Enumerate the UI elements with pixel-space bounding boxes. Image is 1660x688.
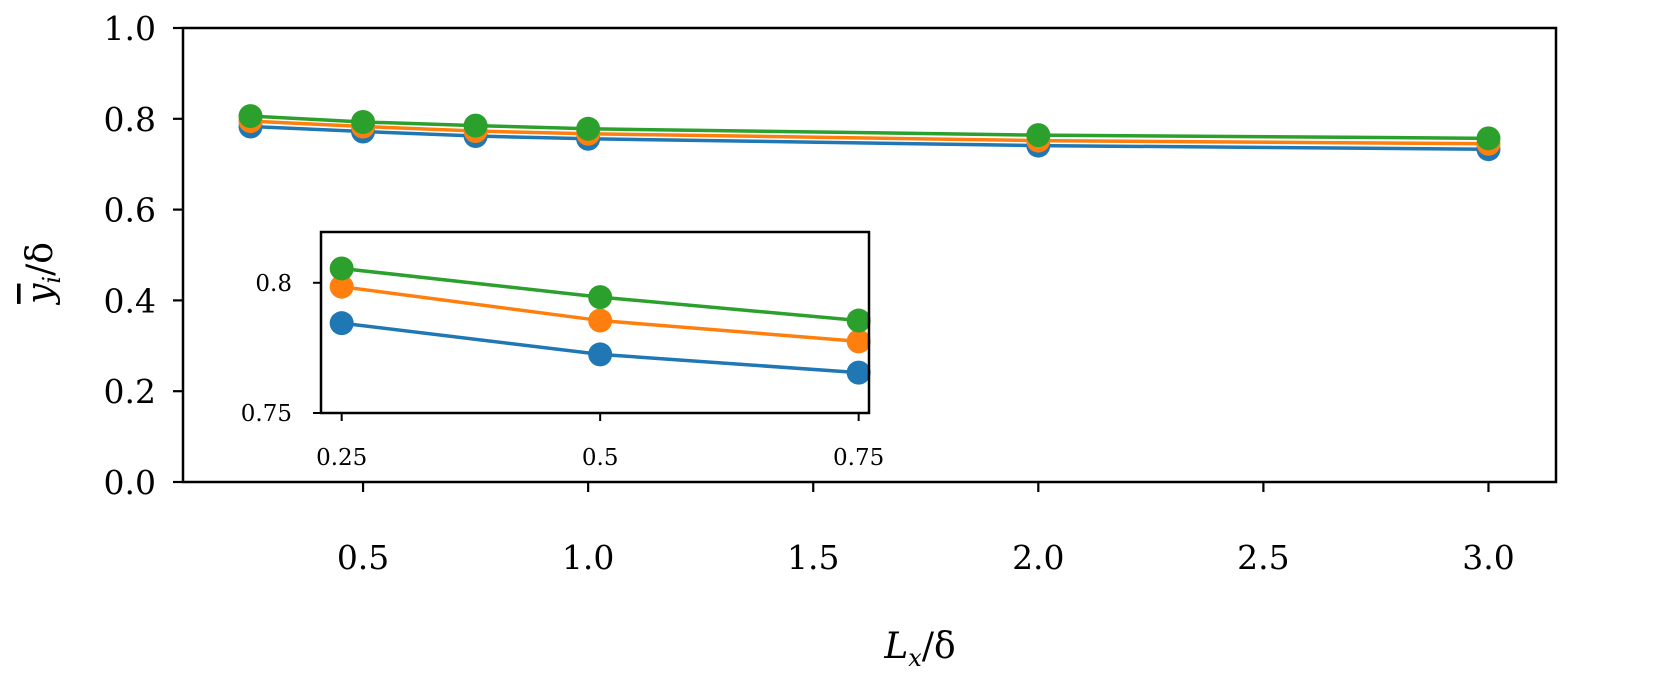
main-point-series-3-1	[351, 109, 376, 134]
x-axis-label-main: L	[883, 626, 908, 667]
inset-point-series-2-0	[329, 274, 354, 299]
inset-point-series-1-0	[329, 311, 354, 336]
inset-x-tick-label-1: 0.5	[582, 445, 619, 471]
main-x-tick-label-3: 2.0	[1012, 538, 1064, 577]
main-line-series-2	[250, 119, 1489, 146]
main-point-series-3-2	[463, 113, 488, 138]
main-x-tick-label-5: 3.0	[1462, 538, 1514, 577]
inset-point-series-1-1	[588, 342, 613, 367]
main-line-series-3	[250, 114, 1489, 141]
inset-point-series-2-2	[846, 329, 871, 354]
main-x-tick-label-0: 0.5	[337, 538, 389, 577]
main-y-tick-label-0: 0.0	[104, 463, 156, 502]
inset-y-tick-label-1: 0.8	[255, 271, 292, 297]
main-frame	[181, 26, 1558, 484]
inset-x-tick-label-2: 0.75	[833, 445, 884, 471]
inset-plot: 0.25 0.5 0.75 0.75 0.8	[241, 230, 884, 471]
main-x-tick-label-2: 1.5	[787, 538, 839, 577]
main-y-tick-label-4: 0.8	[104, 100, 156, 139]
main-line-series-1	[250, 124, 1489, 151]
main-point-series-3-3	[576, 116, 601, 141]
inset-frame	[319, 230, 871, 415]
main-plot: 0.5 1.0 1.5 2.0 2.5 3.0 0.0 0.2 0.4 0.6 0.8 1.0	[104, 9, 1558, 577]
x-axis-label-sub: x	[908, 644, 922, 672]
inset-point-series-3-1	[588, 285, 613, 310]
inset-point-series-2-1	[588, 308, 613, 333]
main-x-tick-label-4: 2.5	[1237, 538, 1289, 577]
main-y-tick-label-3: 0.6	[104, 191, 156, 230]
y-axis-label: yi/δ	[20, 242, 66, 306]
main-point-series-3-4	[1026, 123, 1051, 148]
main-y-tick-label-5: 1.0	[104, 9, 156, 48]
main-point-series-3-5	[1476, 126, 1501, 151]
y-axis-label-rest: /δ	[20, 242, 61, 276]
main-y-tick-label-2: 0.4	[104, 281, 156, 320]
inset-point-series-3-2	[846, 308, 871, 333]
y-axis-label-main: y	[20, 283, 61, 306]
main-point-series-3-0	[238, 104, 263, 129]
inset-point-series-3-0	[329, 256, 354, 281]
main-y-tick-label-1: 0.2	[104, 372, 156, 411]
inset-point-series-1-2	[846, 360, 871, 385]
x-axis-label: Lx/δ	[883, 626, 955, 672]
main-x-tick-label-1: 1.0	[562, 538, 614, 577]
x-axis-label-rest: /δ	[922, 626, 956, 667]
y-axis-label-sub: i	[38, 276, 66, 284]
inset-y-tick-label-0: 0.75	[241, 401, 292, 427]
inset-x-tick-label-0: 0.25	[316, 445, 367, 471]
